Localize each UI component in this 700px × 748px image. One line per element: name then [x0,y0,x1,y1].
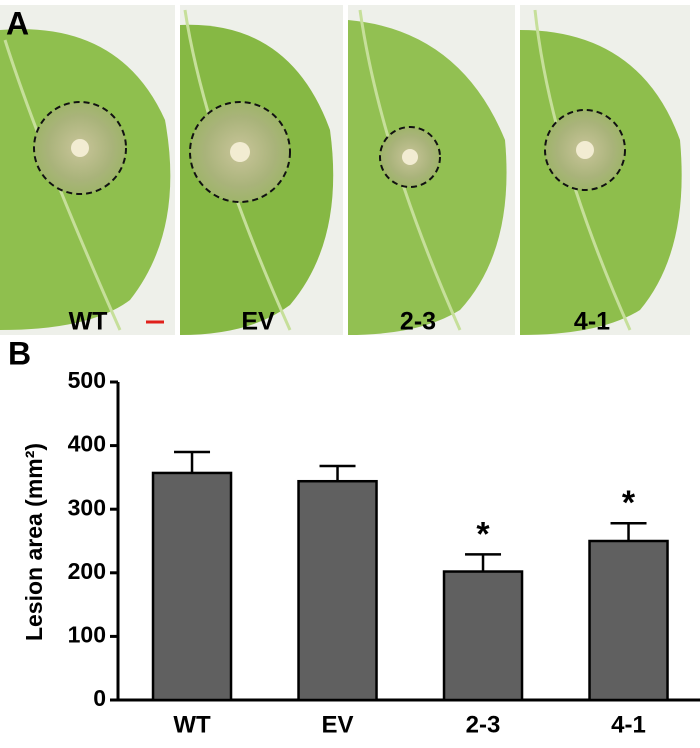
photo-label: WT [69,308,108,336]
y-axis-label: Lesion area (mm²) [21,443,47,641]
y-tick-label: 200 [68,558,106,584]
y-tick-label: 500 [68,367,106,393]
photo [180,5,343,336]
photo [348,5,515,335]
significance-mark: * [476,515,490,553]
photo [0,5,175,335]
x-tick-label: 4-1 [611,711,646,738]
y-tick-label: 100 [68,621,106,647]
bar [442,570,524,702]
y-tick-label: 400 [68,431,106,457]
bar [588,539,669,702]
leaf-photos [0,5,690,336]
x-tick-label: EV [322,711,354,738]
x-tick-label: 2-3 [466,711,501,738]
panel-letter: B [8,335,31,371]
photo [520,5,690,335]
x-tick-label: WT [173,711,211,738]
photo-label: 2-3 [400,308,436,336]
panel-letter: A [6,5,29,41]
photo-label: 4-1 [574,308,610,336]
y-tick-label: 300 [68,494,106,520]
y-tick-label: 0 [93,685,106,711]
bar [151,471,233,702]
photo-label: EV [241,308,275,336]
significance-mark: * [622,484,636,522]
bar [297,479,378,702]
